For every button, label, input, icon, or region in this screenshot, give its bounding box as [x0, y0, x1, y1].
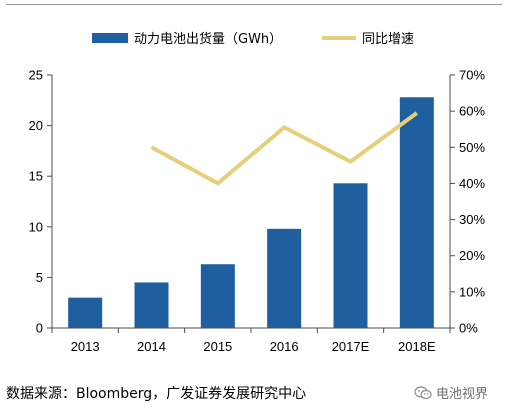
legend-label-growth: 同比增速: [362, 32, 414, 47]
watermark: 电池视界: [414, 383, 488, 402]
x-axis-tick-label: 2014: [137, 339, 166, 354]
growth-line: [150, 111, 418, 186]
x-axis-tick-label: 2015: [203, 339, 232, 354]
bar-2017E: [333, 183, 368, 328]
growth-line-series: [150, 111, 418, 186]
left-axis-tick-label: 20: [29, 118, 43, 133]
right-axis-tick-label: 10%: [459, 284, 485, 299]
source-note: 数据来源：Bloomberg，广发证券发展研究中心: [6, 386, 307, 402]
left-axis-tick-label: 25: [29, 68, 43, 83]
legend-swatch-shipments: [92, 33, 128, 43]
chart: 动力电池出货量（GWh） 同比增速 2013 2014 2015 2016 2017E 2…: [29, 31, 486, 354]
right-axis-tick-labels: 0% 10% 20% 30% 40% 50% 60% 70%: [459, 68, 485, 336]
wechat-icon: [414, 385, 432, 399]
x-axis-tick-label: 2016: [270, 339, 299, 354]
x-axis-tick-label: 2018E: [398, 339, 436, 354]
top-divider: [6, 4, 502, 5]
bar-2016: [267, 228, 302, 328]
right-axis-tick-label: 20%: [459, 248, 485, 263]
left-axis-tick-label: 15: [29, 169, 43, 184]
right-axis-tick-label: 50%: [459, 140, 485, 155]
right-axis-tick-label: 70%: [459, 68, 485, 83]
axes: [47, 74, 455, 333]
right-axis-tick-label: 0%: [459, 321, 478, 336]
bar-2013: [68, 297, 103, 328]
bar-2015: [200, 264, 235, 328]
watermark-text: 电池视界: [436, 387, 489, 402]
right-axis-tick-label: 60%: [459, 104, 485, 119]
bar-series: [68, 97, 434, 328]
right-axis-tick-label: 30%: [459, 212, 485, 227]
left-axis-tick-labels: 0 5 10 15 20 25: [29, 68, 43, 336]
left-axis-tick-label: 0: [36, 321, 43, 336]
legend: 动力电池出货量（GWh） 同比增速: [92, 31, 414, 47]
right-axis-tick-label: 40%: [459, 176, 485, 191]
left-axis-tick-label: 5: [36, 270, 43, 285]
bar-2014: [134, 282, 169, 328]
legend-label-shipments: 动力电池出货量（GWh）: [134, 31, 282, 47]
x-axis-tick-labels: 2013 2014 2015 2016 2017E 2018E: [71, 339, 436, 354]
x-axis-tick-label: 2017E: [332, 339, 370, 354]
x-axis-tick-label: 2013: [71, 339, 100, 354]
bar-2018E: [399, 97, 434, 328]
left-axis-tick-label: 10: [29, 219, 43, 234]
